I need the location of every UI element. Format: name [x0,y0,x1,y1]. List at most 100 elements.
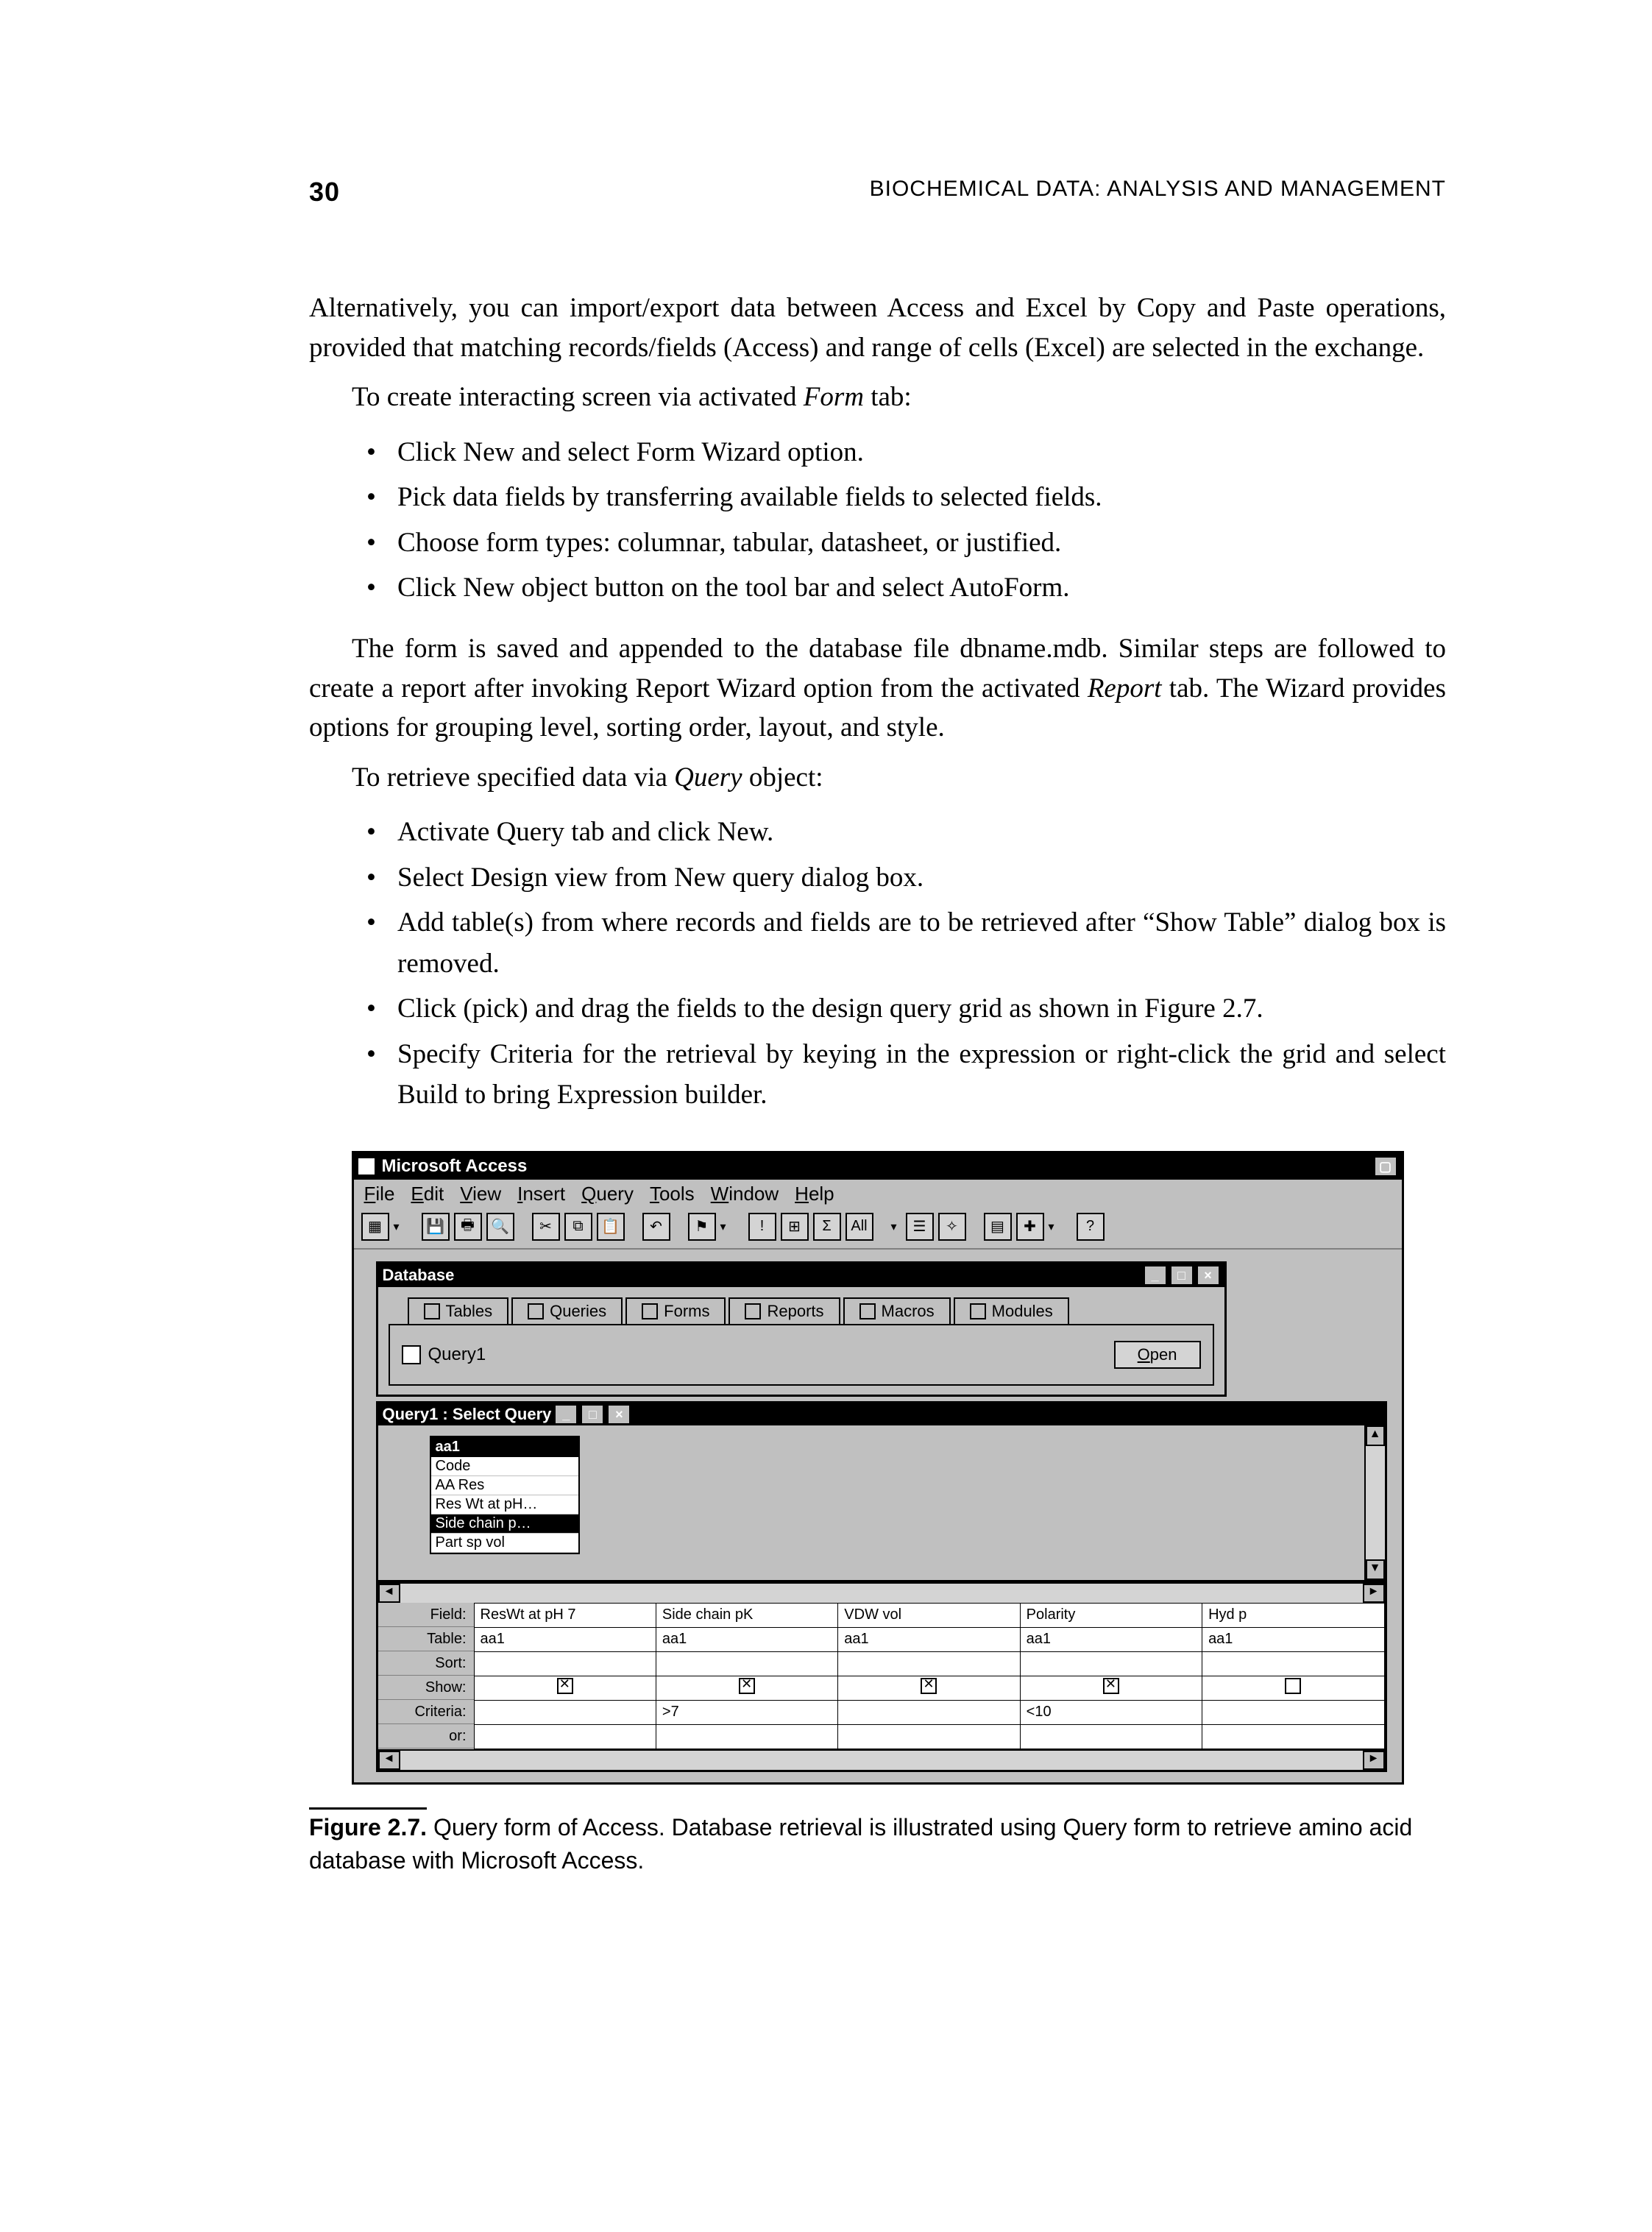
vertical-scrollbar[interactable]: ▲ ▼ [1364,1425,1385,1580]
view-button[interactable]: ▦ [361,1213,389,1241]
grid-cell[interactable] [838,1700,1020,1724]
grid-cell[interactable]: ResWt at pH 7 [474,1603,656,1627]
menu-edit[interactable]: Edit [411,1183,444,1205]
grid-cell[interactable]: VDW vol [838,1603,1020,1627]
grid-cell[interactable]: >7 [656,1700,837,1724]
grid-cell[interactable] [474,1724,656,1749]
tab-forms[interactable]: Forms [625,1297,726,1324]
checkbox-icon[interactable] [921,1678,937,1694]
tab-reports[interactable]: Reports [728,1297,840,1324]
grid-cell[interactable]: aa1 [656,1627,837,1651]
grid-cell[interactable] [1202,1724,1384,1749]
paste-button[interactable]: 📋 [597,1213,625,1241]
field-item[interactable]: AA Res [431,1476,578,1495]
grid-cell[interactable] [474,1676,656,1700]
menu-query[interactable]: Query [581,1183,634,1205]
maximize-icon[interactable]: □ [581,1404,604,1425]
grid-cell[interactable] [474,1651,656,1676]
scroll-right-icon[interactable]: ► [1363,1584,1385,1603]
checkbox-icon[interactable] [557,1678,573,1694]
field-item[interactable]: Part sp vol [431,1534,578,1553]
grid-cell[interactable] [656,1651,837,1676]
grid-cell[interactable] [1202,1700,1384,1724]
checkbox-icon[interactable] [1285,1678,1301,1694]
save-button[interactable]: 💾 [422,1213,450,1241]
cut-button[interactable]: ✂ [532,1213,560,1241]
tab-macros[interactable]: Macros [843,1297,951,1324]
grid-cell[interactable]: aa1 [1020,1627,1202,1651]
grid-cell[interactable]: aa1 [474,1627,656,1651]
newobject-button[interactable]: ✚ [1016,1213,1044,1241]
menu-view[interactable]: View [460,1183,501,1205]
minimize-icon[interactable]: _ [1144,1265,1167,1286]
minimize-icon[interactable]: _ [554,1404,578,1425]
copy-button[interactable]: ⧉ [564,1213,592,1241]
menu-window[interactable]: Window [711,1183,779,1205]
grid-cell[interactable] [474,1700,656,1724]
grid-cell[interactable]: Polarity [1020,1603,1202,1627]
tab-modules[interactable]: Modules [954,1297,1069,1324]
dropdown-icon[interactable]: ▾ [394,1219,404,1234]
field-item-selected[interactable]: Side chain p… [431,1514,578,1534]
print-button[interactable]: 🖶 [454,1213,482,1241]
properties-button[interactable]: ☰ [906,1213,934,1241]
tab-queries[interactable]: Queries [511,1297,623,1324]
grid-cell[interactable] [1202,1651,1384,1676]
dropdown-icon[interactable]: ▾ [720,1219,731,1234]
grid-row-criteria: >7 <10 [474,1700,1384,1724]
grid-cell[interactable] [838,1676,1020,1700]
row-label-table: Table: [378,1627,474,1651]
grid-cell[interactable] [838,1651,1020,1676]
grid-cell[interactable] [1020,1651,1202,1676]
checkbox-icon[interactable] [739,1678,755,1694]
dropdown-icon[interactable]: ▾ [891,1219,901,1234]
grid-cell[interactable] [656,1724,837,1749]
grid-cell[interactable]: <10 [1020,1700,1202,1724]
query-list-item[interactable]: Query1 [402,1344,486,1365]
query-steps-list: Activate Query tab and click New. Select… [309,812,1446,1116]
grid-cell[interactable]: aa1 [1202,1627,1384,1651]
horizontal-scrollbar-upper[interactable]: ◄ ► [378,1582,1385,1603]
dropdown-icon[interactable]: ▾ [1049,1219,1059,1234]
menu-tools[interactable]: Tools [650,1183,695,1205]
dbwindow-button[interactable]: ▤ [984,1213,1012,1241]
menu-help[interactable]: Help [795,1183,834,1205]
grid-cell[interactable]: Hyd p [1202,1603,1384,1627]
menu-bar: File Edit View Insert Query Tools Window… [354,1180,1402,1210]
grid-cell[interactable] [1020,1724,1202,1749]
scroll-down-icon[interactable]: ▼ [1366,1559,1385,1580]
scroll-right-icon[interactable]: ► [1363,1751,1385,1770]
run-button[interactable]: ! [748,1213,776,1241]
maximize-icon[interactable]: ▢ [1374,1156,1397,1177]
report-icon [745,1303,761,1319]
horizontal-scrollbar-grid[interactable]: ◄ ► [378,1749,1385,1770]
open-button[interactable]: Open [1114,1341,1201,1369]
totals-button[interactable]: Σ [813,1213,841,1241]
grid-cell[interactable] [656,1676,837,1700]
undo-button[interactable]: ↶ [642,1213,670,1241]
close-icon[interactable]: × [1197,1265,1220,1286]
preview-button[interactable]: 🔍 [486,1213,514,1241]
topvalues-button[interactable]: All [846,1213,873,1241]
showtable-button[interactable]: ⊞ [781,1213,809,1241]
querytype-button[interactable]: ⚑ [688,1213,716,1241]
grid-cell[interactable]: aa1 [838,1627,1020,1651]
checkbox-icon[interactable] [1103,1678,1119,1694]
grid-cell[interactable] [1020,1676,1202,1700]
build-button[interactable]: ✧ [938,1213,966,1241]
field-list[interactable]: aa1 Code AA Res Res Wt at pH… Side chain… [430,1436,580,1554]
grid-cell[interactable] [1202,1676,1384,1700]
field-item[interactable]: Res Wt at pH… [431,1495,578,1514]
menu-file[interactable]: File [364,1183,395,1205]
close-icon[interactable]: × [607,1404,631,1425]
grid-cell[interactable] [838,1724,1020,1749]
scroll-up-icon[interactable]: ▲ [1366,1425,1385,1446]
grid-cell[interactable]: Side chain pK [656,1603,837,1627]
menu-insert[interactable]: Insert [517,1183,565,1205]
help-button[interactable]: ? [1077,1213,1105,1241]
scroll-left-icon[interactable]: ◄ [378,1584,400,1603]
maximize-icon[interactable]: □ [1170,1265,1194,1286]
field-item[interactable]: Code [431,1457,578,1476]
tab-tables[interactable]: Tables [408,1297,509,1324]
scroll-left-icon[interactable]: ◄ [378,1751,400,1770]
